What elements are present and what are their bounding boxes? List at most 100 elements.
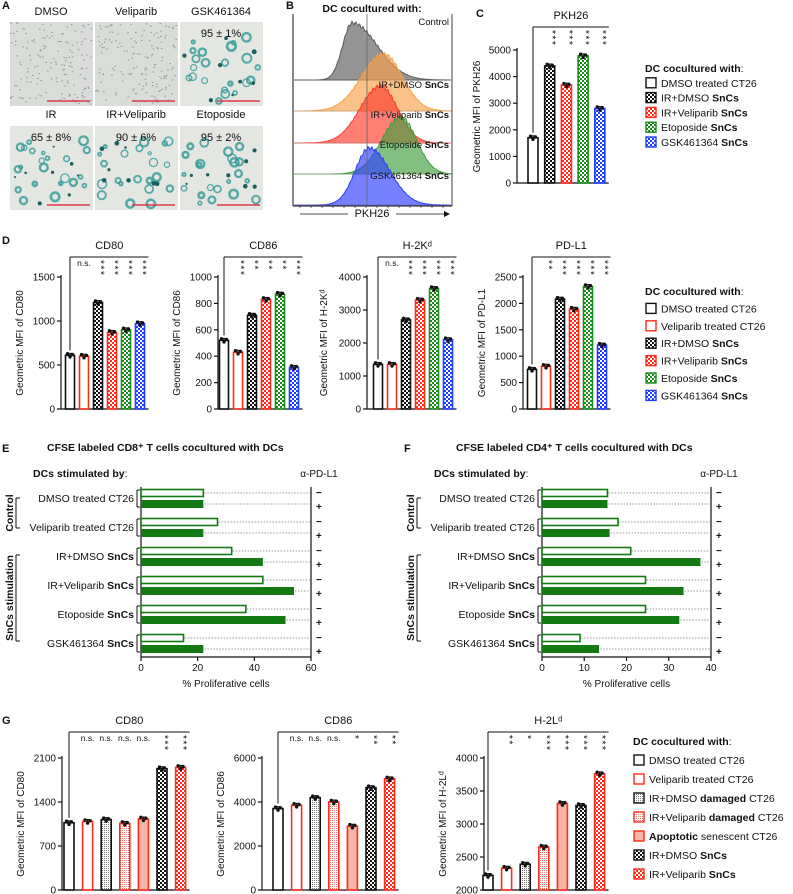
plus-sign: +	[316, 502, 322, 513]
stained-cell	[181, 150, 190, 160]
data-point	[544, 844, 548, 849]
stained-cell	[161, 140, 169, 147]
bar-chart: 0 500 1000 1500 Geometric MFI of CD80 CD80 n.s…	[15, 240, 149, 416]
stained-nucleus	[224, 36, 228, 41]
data-point	[252, 312, 257, 317]
cell-speck	[29, 55, 31, 57]
stained-cell	[31, 180, 39, 188]
data-point	[70, 352, 75, 357]
stained-cell	[254, 64, 262, 71]
micrograph	[180, 126, 263, 210]
cell-speck	[76, 41, 78, 43]
legend-swatch	[645, 91, 657, 104]
bar-without-antibody	[541, 633, 581, 643]
cell-speck	[42, 37, 44, 39]
minus-sign: −	[716, 604, 722, 615]
histogram	[294, 20, 451, 81]
stain-image: Etoposide 95 ± 2%	[180, 109, 263, 210]
text: IR+Veliparib	[649, 869, 709, 881]
stained-cell	[241, 31, 252, 43]
data-point	[250, 315, 254, 319]
cell-speck	[19, 64, 22, 66]
text: GSK461364	[661, 390, 721, 402]
cell-speck	[90, 28, 92, 30]
data-point	[278, 806, 283, 810]
stained-cell	[190, 39, 196, 45]
legend-item: IR+Veliparib SnCs	[661, 107, 748, 119]
cell-speck	[42, 45, 45, 47]
y-tick-label: 0	[355, 405, 361, 416]
bar-with-antibody	[141, 645, 204, 653]
stained-cell	[197, 47, 208, 58]
text: Etoposide	[58, 609, 108, 621]
stained-cell	[40, 150, 46, 156]
y-tick-label: 2000	[495, 299, 518, 310]
bold-text: DCs stimulated by	[434, 468, 526, 480]
cell-speck	[159, 89, 161, 91]
cell-speck	[85, 67, 88, 69]
cell-speck	[156, 47, 159, 49]
cell-speck	[100, 52, 103, 54]
stained-cell	[114, 176, 122, 185]
stained-nucleus	[76, 174, 79, 177]
data-point	[176, 764, 180, 768]
stained-cell	[145, 198, 157, 210]
bold-text: SnCs	[721, 107, 748, 119]
data-point	[264, 299, 268, 303]
cell-speck	[59, 40, 62, 42]
cell-speck	[132, 46, 134, 48]
y-tick-label: 2100	[34, 754, 57, 765]
y-tick-label: 5000	[489, 46, 512, 57]
legend-swatch	[633, 830, 645, 842]
horizontal-bar-chart: CFSE labeled CD4⁺ T cells cocultured wit…	[405, 442, 738, 690]
data-point	[236, 352, 240, 356]
cell-speck	[132, 53, 134, 55]
cell-speck	[61, 93, 63, 95]
cell-speck	[83, 96, 86, 98]
cell-speck	[14, 40, 17, 42]
data-point	[574, 306, 579, 311]
bold-text: SnCs	[107, 580, 134, 592]
y-tick-label: 1000	[190, 273, 213, 284]
bar-chart: 0 500 1000 1500 2000 2500 Geometric MFI of PD-…	[477, 240, 611, 416]
legend-swatch	[645, 372, 657, 384]
bar-without-antibody	[541, 604, 647, 614]
cell-speck	[111, 41, 113, 43]
legend-swatch	[645, 354, 657, 367]
data-point	[597, 341, 602, 346]
text: :	[125, 468, 128, 480]
stained-cell	[148, 157, 159, 168]
stained-nucleus	[251, 81, 256, 85]
bar	[442, 338, 454, 410]
cell-speck	[83, 59, 85, 61]
data-point	[292, 802, 296, 806]
stained-cell	[207, 195, 217, 205]
cell-speck	[61, 97, 64, 99]
cell-speck	[10, 32, 12, 34]
legend-item: Etoposide SnCs	[661, 373, 738, 385]
data-point	[483, 872, 488, 876]
stained-cell	[26, 139, 33, 146]
legend: DC cocultured with: DMSO treated CT26 IR+D…	[645, 63, 757, 149]
bar	[119, 822, 131, 891]
cell-speck	[151, 53, 154, 55]
cell-speck	[55, 63, 57, 65]
stained-cell	[165, 184, 175, 193]
cell-speck	[33, 41, 36, 43]
stained-cell	[78, 135, 90, 147]
cell-speck	[87, 101, 90, 103]
bar	[560, 84, 573, 184]
cell-speck	[150, 31, 152, 33]
stained-nucleus	[14, 175, 17, 178]
minus-sign: −	[716, 575, 722, 586]
y-axis-label: Geometric MFI of CD86	[172, 290, 183, 396]
text: IR+DMSO	[457, 551, 508, 563]
bar-without-antibody	[140, 575, 264, 585]
cell-speck	[141, 88, 144, 90]
stained-cell	[185, 74, 193, 82]
bar	[274, 293, 286, 410]
data-point	[533, 135, 538, 139]
bold-text: SnCs	[107, 638, 134, 650]
cell-speck	[81, 67, 84, 69]
